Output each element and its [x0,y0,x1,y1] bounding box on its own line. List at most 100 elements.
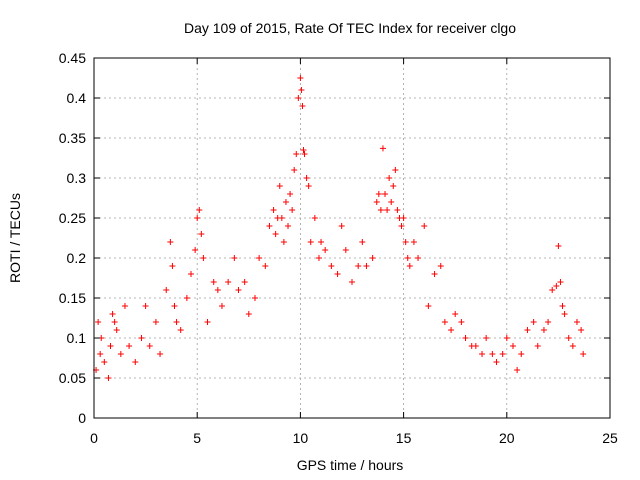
data-point [462,335,469,341]
data-point [499,351,506,357]
data-point [303,175,310,181]
data-point [272,231,279,237]
y-tick-label: 0 [78,410,86,426]
data-point [315,255,322,261]
y-tick-label: 0.3 [67,170,87,186]
data-point [503,335,510,341]
data-point [363,263,370,269]
data-point [138,335,145,341]
data-point [299,103,306,109]
data-point [553,283,560,289]
y-tick-label: 0.05 [59,370,86,386]
data-point [421,223,428,229]
data-point [573,319,580,325]
data-point [375,191,382,197]
y-tick-label: 0.45 [59,50,86,66]
data-point [163,287,170,293]
data-point [167,239,174,245]
x-tick-label: 5 [193,430,201,446]
data-point [95,319,102,325]
data-point [256,255,263,261]
data-point [301,151,308,157]
data-point [132,359,139,365]
data-point [293,151,300,157]
data-point [458,319,465,325]
data-point [196,207,203,213]
data-point [392,167,399,173]
y-tick-label: 0.1 [67,330,87,346]
x-tick-label: 10 [293,430,309,446]
chart-title: Day 109 of 2015, Rate Of TEC Index for r… [184,20,516,36]
data-point [218,303,225,309]
data-point [241,279,248,285]
data-point [169,263,176,269]
data-point [565,335,572,341]
data-point [400,215,407,221]
data-point [297,75,304,81]
data-point [183,295,190,301]
data-point [97,351,104,357]
data-point [569,343,576,349]
data-point [410,239,417,245]
data-point [298,87,305,93]
data-point [111,319,118,325]
data-point [278,215,285,221]
data-point [188,271,195,277]
data-point [113,327,120,333]
x-axis-label: GPS time / hours [297,457,404,473]
data-point [390,183,397,189]
y-tick-label: 0.35 [59,130,86,146]
data-point [311,215,318,221]
data-point [493,359,500,365]
data-point [214,287,221,293]
data-point [198,231,205,237]
data-point [472,343,479,349]
data-point [514,367,521,373]
x-tick-label: 25 [602,430,618,446]
data-point [379,145,386,152]
data-point [483,335,490,341]
data-point [452,311,459,317]
plot-frame [93,57,611,419]
data-point [489,351,496,357]
data-point [251,295,258,301]
data-point [377,207,384,213]
data-point [437,263,444,269]
data-point [173,319,180,325]
data-point [402,239,409,245]
data-point [157,351,164,357]
data-point [349,279,355,285]
data-point [225,279,232,285]
data-point [231,255,238,261]
data-point [448,327,455,333]
data-point [580,351,587,357]
y-axis-label: ROTI / TECUs [7,193,23,283]
data-point [270,207,277,213]
data-point [334,271,341,277]
data-point [425,303,432,309]
data-point [109,311,116,317]
data-point [266,223,273,229]
data-point [235,287,242,293]
data-point [289,207,296,213]
data-point [152,319,159,325]
data-point [518,351,525,357]
y-tick-label: 0.15 [59,290,86,306]
data-point [117,351,124,357]
data-point [126,343,133,349]
data-point [578,327,585,333]
data-point [318,239,325,245]
data-point [305,183,312,189]
data-points [93,75,587,381]
data-point [545,319,552,325]
data-point [300,147,307,153]
data-point [328,263,335,269]
data-point [295,95,302,101]
data-point [342,247,349,253]
data-point [509,343,516,349]
x-tick-label: 15 [396,430,412,446]
grid-lines [94,58,610,418]
data-point [559,303,566,309]
data-point [192,247,199,253]
